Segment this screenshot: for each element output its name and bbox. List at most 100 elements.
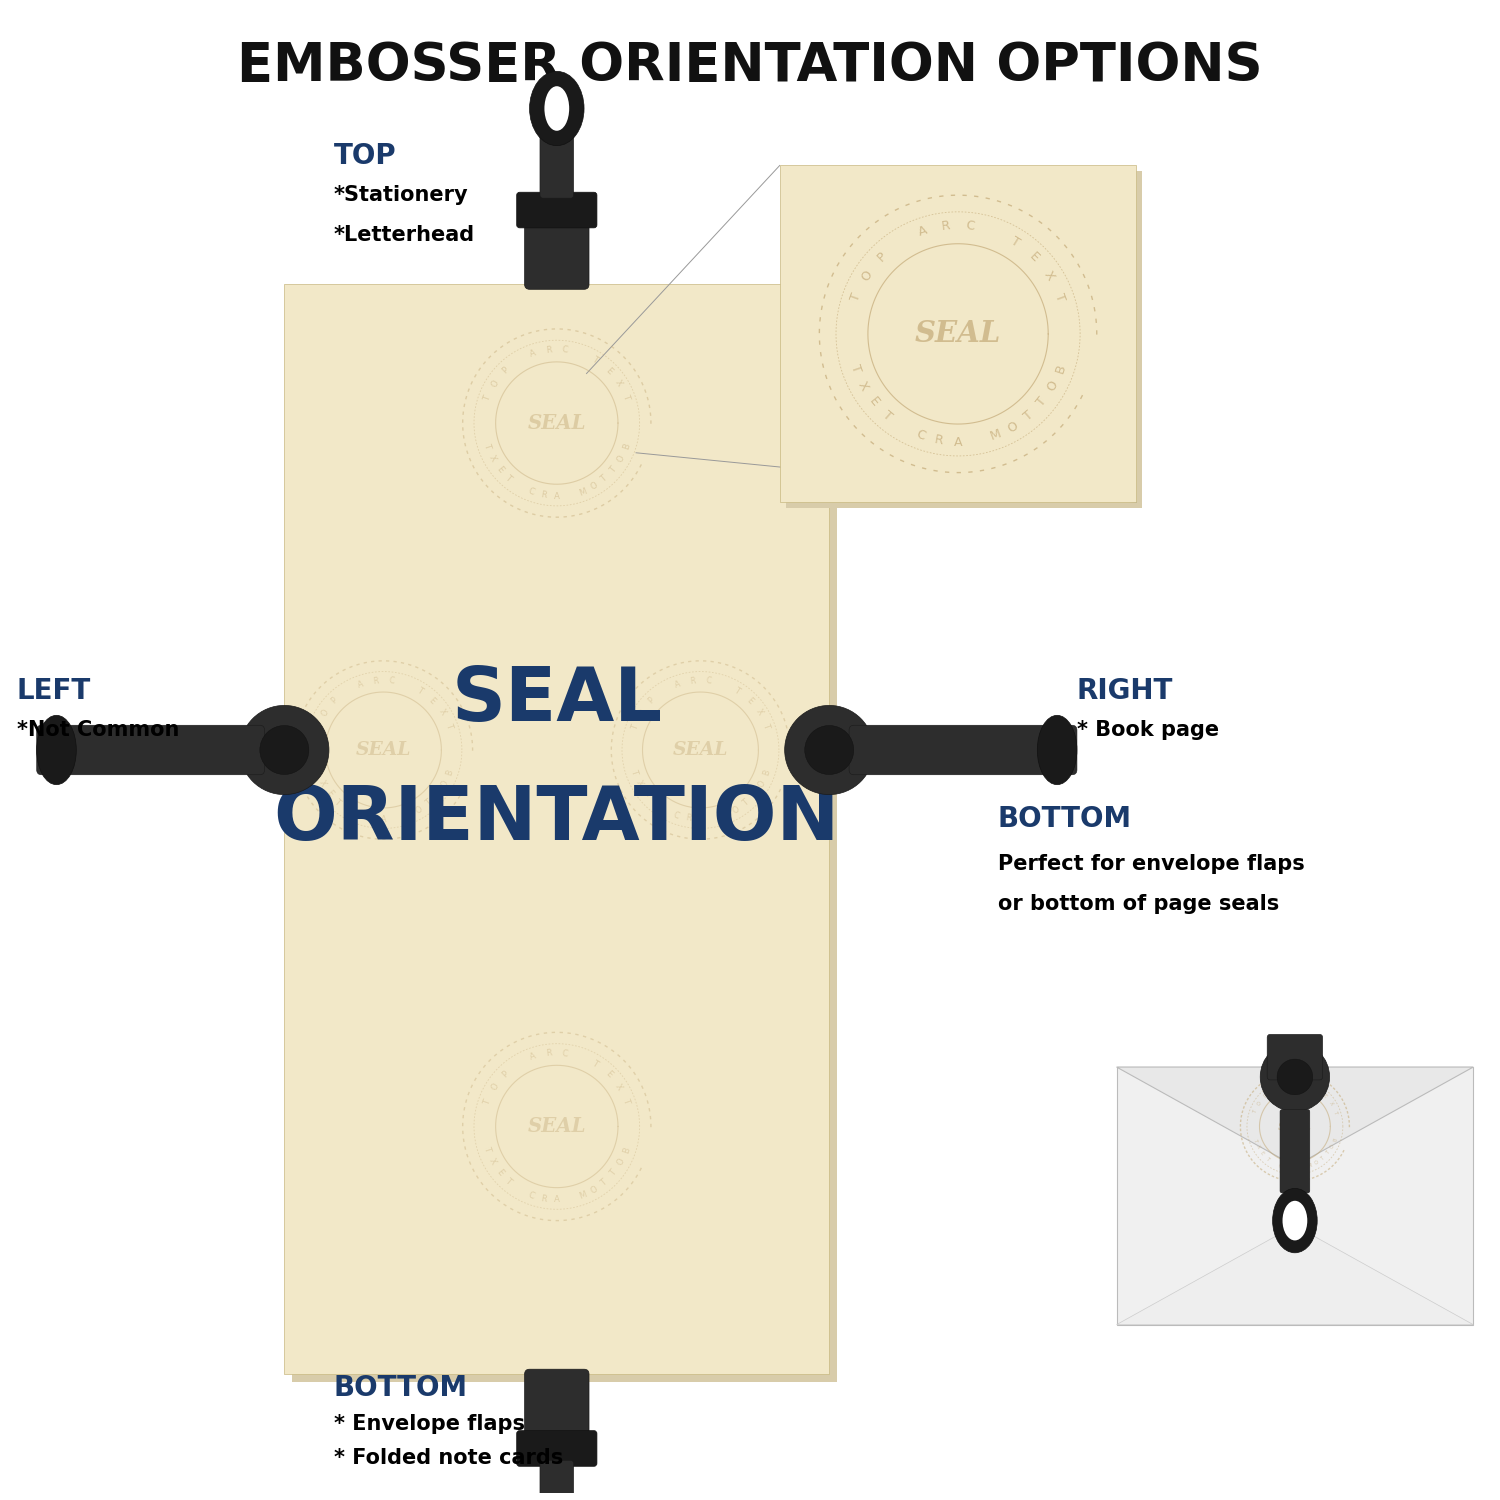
Text: O: O: [489, 1082, 501, 1092]
Text: T: T: [609, 1168, 619, 1178]
Polygon shape: [1116, 1226, 1473, 1324]
Text: E: E: [427, 696, 436, 705]
Text: R: R: [540, 1194, 548, 1203]
Text: M: M: [720, 810, 729, 820]
Text: A: A: [674, 680, 681, 690]
Text: T: T: [600, 1178, 609, 1186]
Text: SEAL: SEAL: [915, 320, 1001, 348]
Text: P: P: [501, 366, 510, 376]
Text: O: O: [320, 708, 330, 717]
Text: X: X: [488, 453, 498, 464]
Text: SEAL: SEAL: [674, 741, 728, 759]
Text: C: C: [526, 1190, 536, 1200]
Text: T: T: [504, 474, 515, 484]
Text: B: B: [621, 1146, 632, 1154]
FancyBboxPatch shape: [1268, 1035, 1323, 1080]
Text: E: E: [867, 394, 882, 410]
Text: P: P: [874, 249, 890, 264]
Text: T: T: [650, 798, 660, 807]
Text: T: T: [482, 1146, 492, 1154]
Text: M: M: [1306, 1162, 1312, 1170]
Text: R: R: [372, 676, 380, 686]
Ellipse shape: [1272, 1188, 1317, 1252]
Text: A: A: [357, 680, 364, 690]
FancyBboxPatch shape: [525, 220, 590, 290]
Text: T: T: [847, 363, 862, 374]
Text: T: T: [333, 798, 344, 807]
FancyBboxPatch shape: [36, 724, 264, 776]
Text: *Letterhead: *Letterhead: [334, 225, 476, 245]
Text: E: E: [642, 789, 651, 798]
Text: T: T: [444, 723, 454, 730]
Text: R: R: [544, 1048, 552, 1059]
Text: C: C: [388, 676, 394, 686]
Text: C: C: [964, 219, 975, 234]
Text: or bottom of page seals: or bottom of page seals: [998, 894, 1280, 914]
Text: O: O: [1329, 1144, 1335, 1150]
Text: M: M: [404, 810, 412, 820]
Text: B: B: [1332, 1137, 1338, 1143]
Text: T: T: [1035, 394, 1050, 410]
Text: T: T: [630, 768, 639, 776]
Text: R: R: [690, 676, 696, 686]
Circle shape: [260, 726, 309, 774]
Text: R: R: [544, 345, 552, 355]
Text: A: A: [916, 224, 928, 238]
Text: R: R: [1286, 1166, 1290, 1172]
Text: O: O: [590, 1184, 600, 1196]
Text: A: A: [954, 435, 963, 448]
Text: T: T: [591, 1059, 600, 1070]
Circle shape: [240, 705, 328, 795]
Text: TOP: TOP: [334, 141, 396, 170]
Text: C: C: [1278, 1164, 1282, 1168]
Text: E: E: [603, 1070, 613, 1080]
Ellipse shape: [530, 72, 584, 146]
Text: SEAL: SEAL: [452, 664, 663, 736]
Text: O: O: [636, 708, 648, 717]
Text: C: C: [526, 486, 536, 496]
Text: T: T: [741, 798, 750, 807]
Text: P: P: [1262, 1094, 1268, 1100]
Text: * Book page: * Book page: [1077, 720, 1220, 740]
Text: O: O: [756, 778, 766, 789]
Text: B: B: [621, 442, 632, 452]
Bar: [1116, 1066, 1473, 1324]
Text: E: E: [324, 789, 334, 798]
Text: T: T: [1316, 1088, 1320, 1094]
FancyBboxPatch shape: [516, 1431, 597, 1467]
Text: ORIENTATION: ORIENTATION: [273, 783, 840, 856]
Text: C: C: [561, 1048, 568, 1059]
Text: * Folded note cards: * Folded note cards: [334, 1449, 562, 1468]
Text: R: R: [940, 219, 951, 234]
Ellipse shape: [1038, 716, 1077, 784]
Text: T: T: [1320, 1156, 1326, 1161]
Text: SEAL: SEAL: [356, 741, 411, 759]
Text: * Envelope flaps: * Envelope flaps: [334, 1414, 525, 1434]
Text: X: X: [488, 1156, 498, 1167]
Text: A: A: [1293, 1167, 1296, 1172]
Text: X: X: [316, 778, 328, 788]
Text: C: C: [672, 810, 681, 820]
Text: R: R: [1288, 1082, 1292, 1088]
Text: X: X: [1254, 1144, 1260, 1149]
FancyBboxPatch shape: [540, 1461, 573, 1500]
Text: R: R: [368, 813, 375, 824]
Text: E: E: [1026, 249, 1041, 264]
Text: T: T: [609, 465, 619, 474]
Text: T: T: [312, 768, 322, 776]
Text: X: X: [436, 708, 447, 717]
Text: LEFT: LEFT: [16, 676, 92, 705]
Circle shape: [1276, 1059, 1312, 1095]
Text: C: C: [914, 427, 927, 442]
Text: C: C: [705, 676, 711, 686]
Text: T: T: [482, 442, 492, 450]
Text: P: P: [646, 696, 657, 705]
Text: X: X: [634, 778, 645, 788]
Text: X: X: [1328, 1101, 1334, 1107]
Text: C: C: [356, 810, 363, 820]
Text: O: O: [489, 378, 501, 388]
Circle shape: [804, 726, 853, 774]
Text: SEAL: SEAL: [1278, 1120, 1312, 1132]
Text: E: E: [1258, 1150, 1264, 1156]
Text: X: X: [614, 1082, 624, 1092]
